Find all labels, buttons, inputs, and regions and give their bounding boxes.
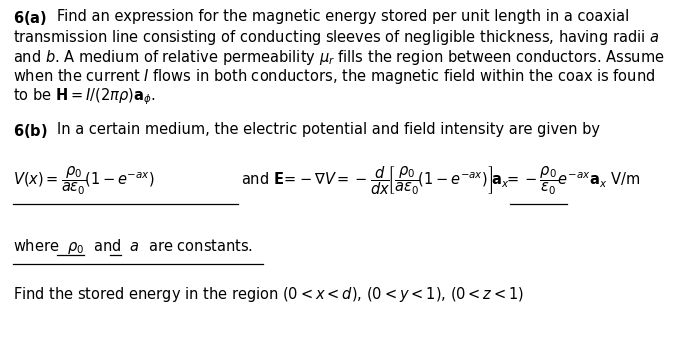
Text: Find an expression for the magnetic energy stored per unit length in a coaxial: Find an expression for the magnetic ener… [57,9,630,24]
Text: $\mathbf{6(a)}$: $\mathbf{6(a)}$ [13,9,47,26]
Text: where  $\rho_0$  and  $a$  are constants.: where $\rho_0$ and $a$ are constants. [13,237,253,256]
Text: Find the stored energy in the region $(0 < x < d)$, $(0 < y < 1)$, $(0 < z < 1)$: Find the stored energy in the region $(0… [13,285,524,304]
Text: and $\mathbf{E}\!=\!-\nabla V = -\dfrac{d}{dx}\!\left[\dfrac{\rho_0}{a\varepsilo: and $\mathbf{E}\!=\!-\nabla V = -\dfrac{… [241,165,510,197]
Text: $V(x) = \dfrac{\rho_0}{a\varepsilon_0}\!\left(1 - e^{-ax}\right)$: $V(x) = \dfrac{\rho_0}{a\varepsilon_0}\!… [13,165,154,197]
Text: $= -\dfrac{\rho_0}{\varepsilon_0}e^{-ax}\mathbf{a}_x$ V/m: $= -\dfrac{\rho_0}{\varepsilon_0}e^{-ax}… [504,165,640,197]
Text: to be $\mathbf{H} = I/(2\pi\rho)\mathbf{a}_\phi$.: to be $\mathbf{H} = I/(2\pi\rho)\mathbf{… [13,87,155,107]
Text: $\mathbf{6(b)}$: $\mathbf{6(b)}$ [13,122,48,140]
Text: and $b$. A medium of relative permeability $\mu_r$ fills the region between cond: and $b$. A medium of relative permeabili… [13,48,664,67]
Text: when the current $I$ flows in both conductors, the magnetic field within the coa: when the current $I$ flows in both condu… [13,67,655,86]
Text: transmission line consisting of conducting sleeves of negligible thickness, havi: transmission line consisting of conducti… [13,28,659,47]
Text: In a certain medium, the electric potential and field intensity are given by: In a certain medium, the electric potent… [57,122,601,137]
